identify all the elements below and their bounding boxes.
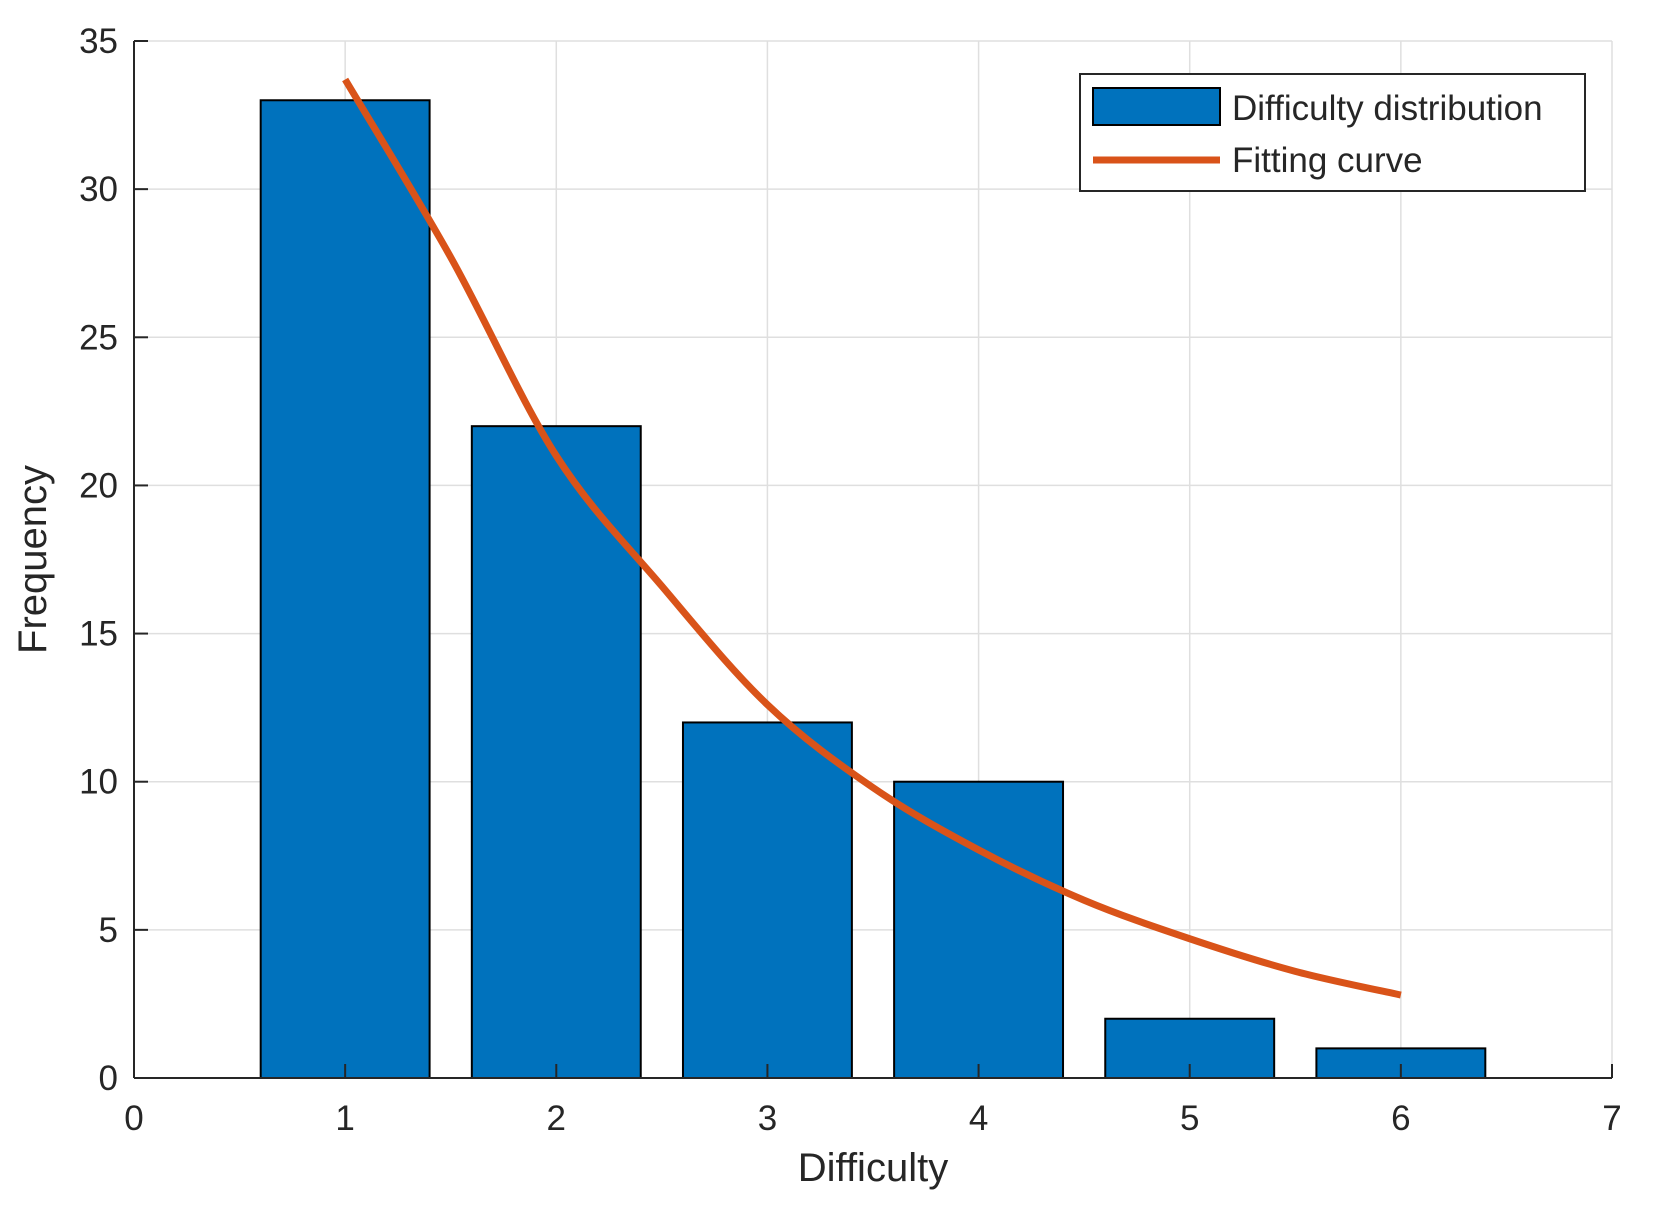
legend-swatch-bar	[1092, 87, 1221, 126]
bar	[681, 721, 853, 1079]
x-tick-label: 7	[1602, 1099, 1621, 1138]
legend: Difficulty distribution Fitting curve	[1079, 73, 1586, 192]
y-tick-label: 15	[79, 615, 118, 654]
y-axis-label: Frequency	[11, 465, 55, 654]
x-tick-label: 3	[758, 1099, 777, 1138]
axes	[133, 41, 1612, 1079]
y-tick-label: 10	[79, 763, 118, 802]
legend-label-line: Fitting curve	[1232, 141, 1423, 180]
x-tick-label: 1	[335, 1099, 354, 1138]
bar	[259, 99, 431, 1079]
legend-label-bar: Difficulty distribution	[1232, 89, 1543, 128]
y-tick-label: 25	[79, 318, 118, 357]
x-tick-label: 0	[124, 1099, 143, 1138]
bars	[259, 99, 1487, 1080]
y-tick-label: 35	[79, 22, 118, 61]
x-axis-ticks: 0 1 2 3 4 5 6 7	[124, 1064, 1622, 1138]
bar	[470, 425, 642, 1079]
x-axis-label: Difficulty	[798, 1146, 948, 1190]
y-tick-label: 20	[79, 466, 118, 505]
x-tick-label: 4	[969, 1099, 988, 1138]
fitting-curve	[342, 77, 1402, 999]
x-tick-label: 5	[1180, 1099, 1199, 1138]
y-tick-label: 30	[79, 170, 118, 209]
y-tick-label: 0	[99, 1059, 118, 1098]
y-tick-label: 5	[99, 911, 118, 950]
y-axis-ticks: 0 5 10 15 20 25 30 35	[79, 22, 148, 1098]
x-tick-label: 6	[1391, 1099, 1410, 1138]
x-tick-label: 2	[547, 1099, 566, 1138]
bar	[893, 780, 1065, 1079]
